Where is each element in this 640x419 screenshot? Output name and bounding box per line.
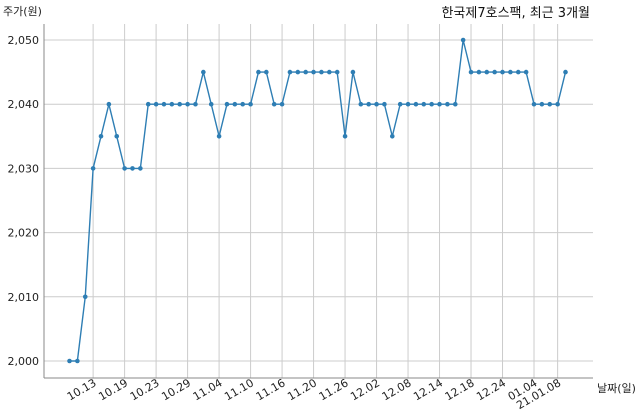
x-tick-label: 10.13 [65, 376, 99, 403]
data-point [106, 101, 112, 107]
y-tick-label: 2,040 [8, 98, 40, 111]
data-point [303, 69, 308, 75]
x-tick-label: 10.29 [159, 376, 193, 403]
y-tick-labels: 2,000 2,010 2,020 2,030 2,040 2,050 [8, 34, 40, 368]
data-point [460, 37, 466, 43]
x-tick-label: 11.04 [191, 376, 225, 403]
data-point [523, 69, 529, 75]
data-point [122, 166, 127, 171]
data-point [67, 358, 72, 364]
data-point [421, 101, 427, 107]
data-point [264, 69, 269, 75]
y-tick-label: 2,010 [8, 291, 40, 304]
data-point [500, 69, 505, 75]
data-point [279, 101, 285, 107]
data-point [98, 134, 104, 139]
data-point [476, 69, 482, 75]
x-tick-label: 11.26 [317, 376, 351, 403]
y-tick-label: 2,050 [8, 34, 40, 47]
data-point [90, 166, 96, 171]
grid [44, 24, 593, 378]
series-line [69, 39, 567, 362]
data-point [492, 69, 497, 75]
data-point [75, 358, 80, 364]
x-tick-label: 12.14 [411, 376, 445, 403]
data-point [468, 69, 474, 75]
data-point [287, 69, 293, 75]
x-tick-label: 10.19 [96, 376, 130, 403]
data-point [429, 101, 434, 107]
x-axis-label: 날짜(일) [597, 381, 636, 395]
x-tick-label: 11.20 [285, 376, 319, 403]
data-point [452, 101, 458, 107]
data-point [240, 101, 246, 107]
chart-title: 한국제7호스팩, 최근 3개월 [441, 6, 590, 21]
data-point [374, 101, 379, 107]
data-point [508, 69, 513, 75]
data-point [531, 101, 537, 107]
data-point [382, 101, 387, 107]
x-tick-label: 12.18 [443, 376, 477, 403]
x-tick-label: 12.02 [348, 376, 382, 403]
data-point [311, 69, 316, 75]
data-point [201, 69, 206, 75]
data-point [350, 69, 356, 75]
data-point [389, 134, 395, 139]
data-point [130, 166, 135, 171]
data-point [397, 101, 403, 107]
data-point [366, 101, 371, 107]
y-axis-label: 주가(원) [3, 5, 42, 18]
data-point [185, 101, 190, 107]
data-point [539, 101, 545, 107]
y-tick-label: 2,020 [8, 227, 40, 240]
data-point [327, 69, 332, 75]
x-tick-label: 12.08 [380, 376, 414, 403]
data-point [208, 101, 214, 107]
data-point [114, 134, 120, 139]
axes [43, 24, 593, 379]
data-point [358, 101, 364, 107]
data-point [437, 101, 442, 107]
data-point [177, 101, 183, 107]
data-point [82, 294, 88, 300]
data-point [145, 101, 151, 107]
data-point [271, 101, 277, 107]
data-point [445, 101, 450, 107]
data-point [216, 134, 222, 139]
y-tick-label: 2,000 [8, 355, 40, 368]
data-point [153, 101, 159, 107]
data-point [232, 101, 238, 107]
data-point [138, 166, 143, 171]
data-point [484, 69, 490, 75]
data-point [334, 69, 340, 75]
data-point [515, 69, 521, 75]
data-point [319, 69, 324, 75]
x-tick-label: 12.24 [474, 376, 508, 403]
data-point [256, 69, 261, 75]
data-point [555, 101, 560, 107]
data-point [169, 101, 175, 107]
data-point [405, 101, 411, 107]
data-point [413, 101, 419, 107]
data-point [342, 134, 348, 139]
data-point [295, 69, 301, 75]
data-point [547, 101, 553, 107]
data-point [224, 101, 230, 107]
x-tick-labels: 10.1310.1910.2310.2911.0411.1011.1611.20… [65, 376, 563, 412]
data-point [563, 69, 568, 75]
data-point [161, 101, 167, 107]
x-tick-label: 11.16 [254, 376, 288, 403]
y-tick-label: 2,030 [8, 162, 40, 175]
data-point [193, 101, 198, 107]
x-tick-label: 11.10 [222, 376, 256, 403]
x-tick-label: 10.23 [128, 376, 162, 403]
data-point [248, 101, 253, 107]
series [67, 37, 568, 364]
